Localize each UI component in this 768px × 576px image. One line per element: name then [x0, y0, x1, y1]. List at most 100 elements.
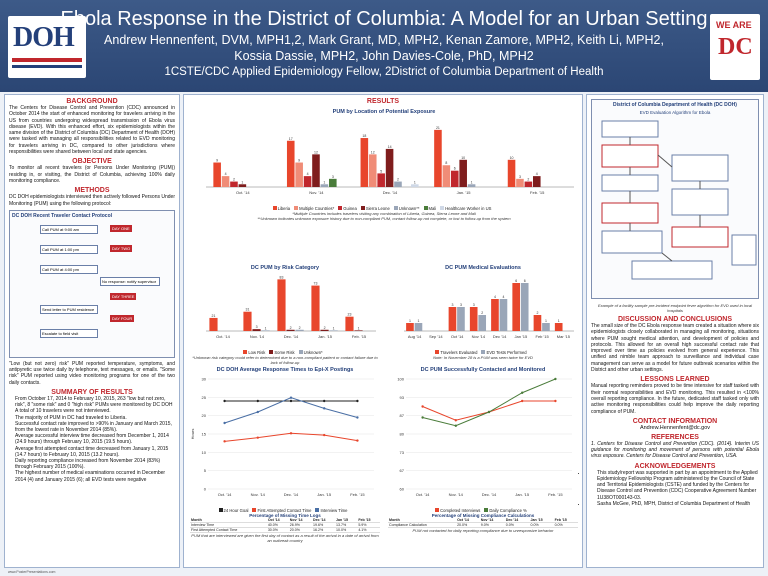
flow-day: DAY ONE	[110, 224, 132, 232]
y-tick-label: 15	[202, 432, 207, 437]
table-row: Interview Time 40.0% 26.9% 19.6% 13.7% 5.9%	[190, 522, 380, 528]
legend-entry: EVD Tests Performed	[481, 350, 527, 355]
chart-contacted: DC PUM Successfully Contacted and Monito…	[388, 367, 578, 563]
table-title: Percentage of Missing Compliance Calcula…	[431, 513, 535, 518]
data-label: 9	[216, 159, 218, 163]
reference-item: 1. Centers for Disease Control and Preve…	[591, 440, 759, 460]
data-label: 1	[409, 319, 411, 323]
data-label: 6	[515, 279, 517, 283]
table-cell: 10.0%	[335, 527, 358, 533]
legend-entry: Interview Time	[315, 508, 347, 513]
data-label: 1	[558, 319, 560, 323]
bar	[385, 148, 394, 187]
series-line	[422, 378, 556, 427]
bar	[311, 285, 320, 331]
legend-entry: Travelers Evaluated	[435, 350, 477, 355]
background-heading: BACKGROUND	[66, 98, 118, 105]
data-label: 1	[417, 319, 419, 323]
table-cell: 26.9%	[288, 522, 313, 528]
missing-compliance-table: Month Oct '14 Nov '14 Dec '14 Jan '15 Feb '15…	[388, 518, 578, 528]
tick-label: Dec. '14	[284, 334, 299, 339]
flow-day: DAY TWO	[110, 244, 133, 252]
data-label: 17	[289, 137, 293, 141]
flow-box: Send letter to PUM residence	[40, 304, 98, 314]
acknowledgements-heading: ACKNOWLEDGEMENTS	[634, 462, 716, 470]
tick-label: Nov. '14	[449, 492, 464, 497]
y-tick-label: 20	[202, 413, 207, 418]
discussion-text: The small size of the DC Ebola response …	[591, 323, 759, 374]
table-cell: Oct '14	[266, 518, 289, 523]
flow-day: DAY THREE	[110, 292, 137, 300]
contact-email[interactable]: Andrew.Hennenfent@dc.gov	[639, 424, 711, 431]
results-heading: RESULTS	[366, 98, 400, 105]
data-label: 3	[519, 175, 521, 179]
list-item: The highest number of medical examinatio…	[5, 470, 179, 482]
bar	[252, 329, 261, 331]
tick-label: Oct. '14	[218, 492, 232, 497]
bar	[554, 323, 563, 331]
contact-heading: CONTACT INFORMATION	[632, 417, 718, 425]
data-label: 2	[290, 326, 292, 330]
doh-logo-text: DOH	[13, 22, 75, 53]
bar	[411, 184, 419, 187]
data-point	[454, 424, 457, 427]
data-label: 83	[280, 275, 284, 279]
table-cell: 9.0%	[479, 522, 505, 528]
bar	[243, 311, 252, 331]
data-point	[521, 399, 524, 403]
evaluation-algorithm: District of Columbia Department of Healt…	[591, 99, 759, 299]
table-cell: Jan '15	[529, 518, 554, 523]
tick-label: Sep '14	[429, 334, 443, 339]
chart-legend: Low Risk Some Risk Unknown*	[190, 350, 380, 355]
table-cell: 20.0%	[456, 522, 480, 528]
list-item: Daily reporting compliance increased fro…	[5, 458, 179, 470]
data-point	[323, 407, 326, 410]
data-label: 2	[324, 326, 326, 330]
tick-label: Feb. '15	[530, 190, 545, 195]
bar	[345, 316, 354, 331]
bar	[450, 170, 459, 187]
data-label: 2	[397, 178, 399, 182]
chart-title: DC PUM Medical Evaluations	[445, 265, 521, 271]
data-point	[289, 399, 293, 403]
data-point	[356, 416, 359, 419]
data-label: 10	[461, 156, 465, 160]
y-tick-label: 25	[202, 395, 207, 400]
flow-box: Call PUM at 9:00 am	[40, 224, 98, 234]
lessons-text: Manual reporting reminders proved to be …	[591, 383, 759, 415]
list-item: Average successful interview time decrea…	[5, 433, 179, 445]
table-cell: 4.1%	[357, 527, 380, 533]
chart-location: PUM by Location of Potential Exposure 9 4…	[190, 109, 578, 229]
legend-entry: Low Risk	[243, 350, 265, 355]
chart-legend: Travelers Evaluated EVD Tests Performed	[388, 350, 578, 355]
bar	[360, 138, 369, 187]
data-point	[323, 433, 326, 437]
data-label: 4	[307, 172, 309, 176]
table-cell: Feb '15	[553, 518, 578, 523]
list-item: From October 17, 2014 to February 10, 20…	[5, 396, 179, 408]
chart-legend: 24 Hour Goal First Attempted Contact Time…	[190, 508, 380, 513]
data-label: 2	[536, 311, 538, 315]
y-tick-label: 5	[204, 468, 207, 473]
tick-label: Jan. '15	[318, 334, 333, 339]
data-label: 1	[545, 319, 547, 323]
y-tick-label: 10	[202, 450, 207, 455]
table-cell: 20.0%	[288, 527, 313, 533]
methods-text: DC DOH epidemiologists interviewed then …	[9, 194, 175, 207]
data-label: 3	[256, 325, 258, 329]
bar	[286, 329, 295, 331]
chart-caption: PUM not contacted for daily reporting co…	[412, 528, 554, 533]
tick-label: Dec. '14	[284, 492, 299, 497]
flow-box: No response: notify supervisor	[100, 276, 160, 286]
bar	[414, 323, 423, 331]
chart-caption: Note: In November 28 is a PUM was seen t…	[433, 355, 533, 360]
bar	[286, 140, 295, 187]
data-label: 10	[510, 156, 514, 160]
missing-time-logs-table: Month Oct '14 Nov '14 Dec '14 Jan '15 Feb '15…	[190, 518, 380, 533]
data-point	[521, 391, 524, 394]
poster-affiliations: 1CSTE/CDC Applied Epidemiology Fellow, 2…	[164, 66, 604, 78]
table-cell: Month	[190, 518, 267, 523]
bar	[532, 176, 541, 187]
bar	[238, 184, 247, 187]
